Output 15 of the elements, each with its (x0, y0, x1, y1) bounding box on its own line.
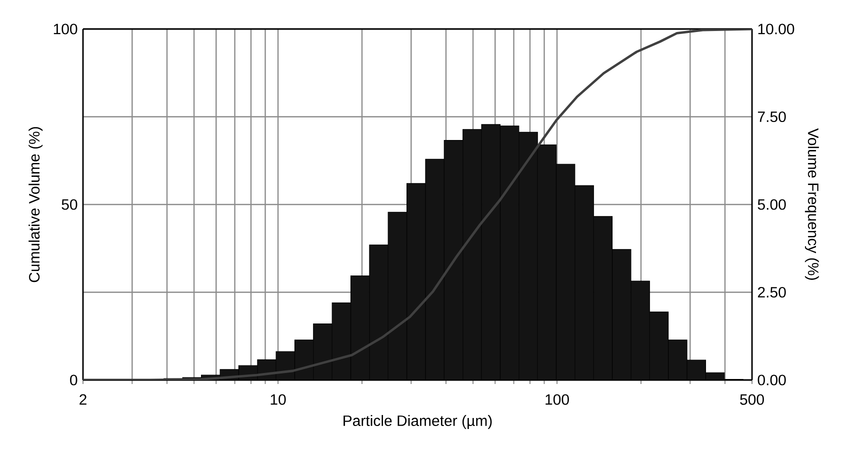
y-tick-label: 100 (54, 24, 78, 34)
y-tick-label: 50 (62, 199, 78, 210)
y2-tick-label: 10.00 (758, 24, 794, 34)
x-axis-title: Particle Diameter (µm) (344, 415, 492, 429)
y-axis-title: Cumulative Volume (%) (28, 127, 43, 282)
y2-axis-title: Volume Frequency (%) (804, 128, 819, 280)
x-tick-label: 100 (546, 394, 569, 405)
y2-tick-label: 5.00 (758, 199, 786, 210)
x-tick-label: 500 (740, 394, 764, 405)
y2-tick-label: 7.50 (758, 111, 786, 122)
x-tick-label: 2 (80, 394, 86, 405)
y2-tick-label: 2.50 (758, 286, 786, 298)
x-tick-label: 10 (270, 394, 286, 405)
y-tick-label: 0 (70, 374, 78, 386)
y2-tick-label: 0.00 (758, 374, 786, 386)
